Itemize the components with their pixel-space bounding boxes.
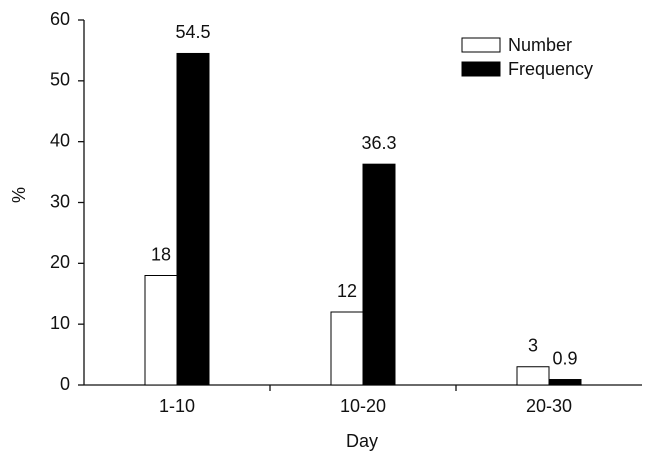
y-tick-label: 40 bbox=[50, 130, 70, 150]
y-tick-label: 0 bbox=[60, 374, 70, 394]
legend-swatch bbox=[461, 37, 501, 53]
data-label: 18 bbox=[151, 244, 171, 264]
legend-swatch bbox=[461, 61, 501, 77]
y-tick-label: 60 bbox=[50, 9, 70, 29]
bar bbox=[548, 379, 582, 386]
x-axis-label: Day bbox=[346, 431, 378, 451]
data-label: 3 bbox=[528, 336, 538, 356]
data-label: 36.3 bbox=[361, 133, 396, 153]
y-tick-label: 20 bbox=[50, 252, 70, 272]
y-tick-label: 50 bbox=[50, 70, 70, 90]
data-label: 12 bbox=[337, 281, 357, 301]
x-tick-label: 10-20 bbox=[340, 396, 386, 416]
y-tick-label: 10 bbox=[50, 313, 70, 333]
x-tick-label: 1-10 bbox=[159, 396, 195, 416]
bar bbox=[144, 275, 178, 386]
bar bbox=[516, 366, 550, 386]
bar bbox=[176, 52, 210, 386]
y-axis-label: % bbox=[9, 187, 29, 203]
x-tick-label: 20-30 bbox=[526, 396, 572, 416]
y-tick-label: 30 bbox=[50, 191, 70, 211]
bar bbox=[330, 311, 364, 386]
data-label: 54.5 bbox=[175, 22, 210, 42]
data-label: 0.9 bbox=[552, 348, 577, 368]
legend-label: Frequency bbox=[508, 59, 593, 79]
bar bbox=[362, 163, 396, 386]
legend-label: Number bbox=[508, 35, 572, 55]
